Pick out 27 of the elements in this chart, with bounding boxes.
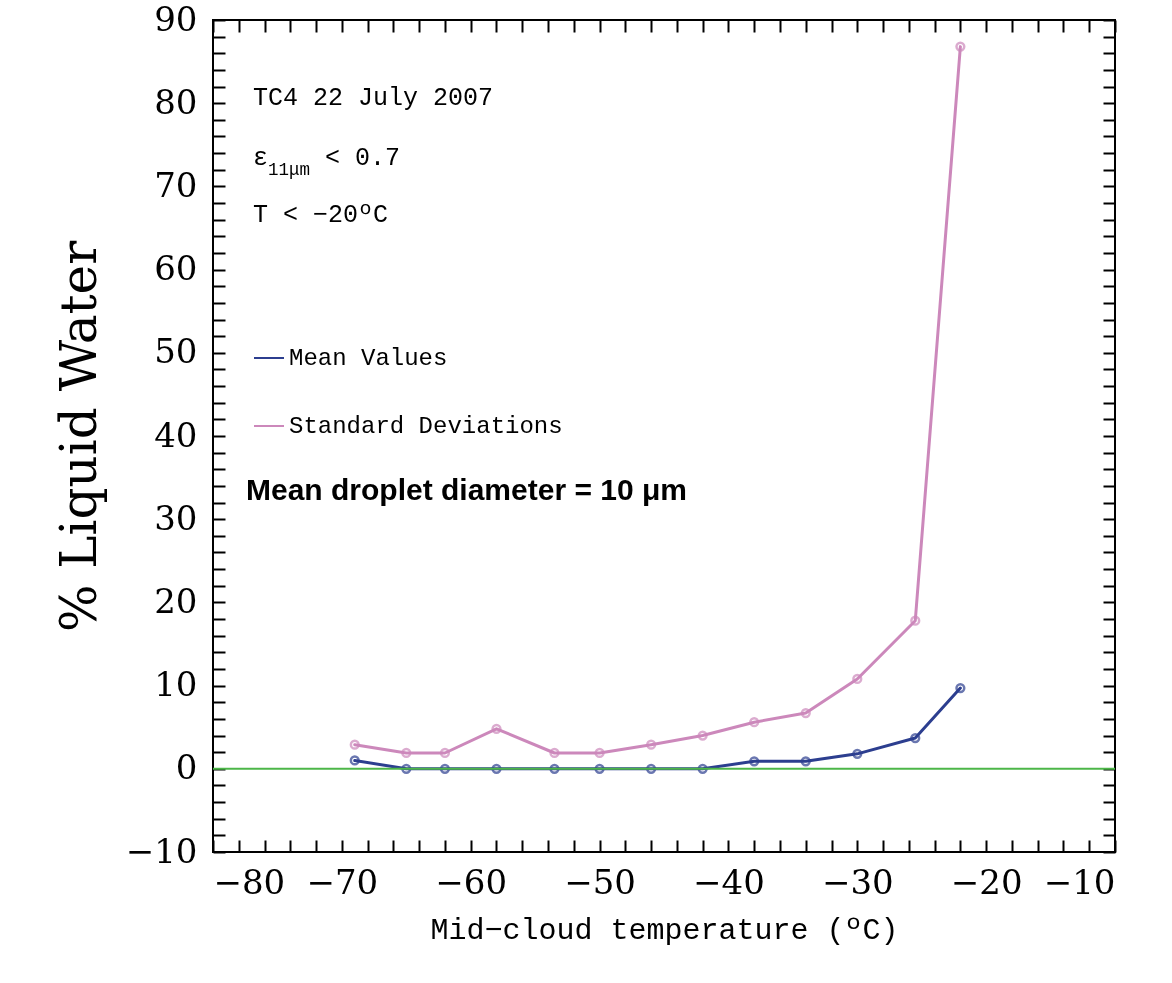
y-tick-label: 40 bbox=[154, 414, 198, 455]
annotation: ε$_{11μm}$ < 0.7 bbox=[253, 144, 401, 180]
y-axis-title: % Liquid Water bbox=[49, 240, 108, 633]
annotation: T < −20ºC bbox=[253, 201, 389, 230]
y-tick-label: 90 bbox=[154, 0, 198, 39]
legend-label: Mean Values bbox=[289, 345, 448, 372]
y-tick-label: 80 bbox=[154, 81, 198, 122]
x-tick-label: −20 bbox=[950, 861, 1023, 902]
x-tick-label: −40 bbox=[693, 861, 765, 902]
y-tick-label: 60 bbox=[154, 248, 198, 289]
x-tick-label: −80 bbox=[213, 861, 286, 902]
legend-label: Standard Deviations bbox=[289, 413, 563, 440]
x-tick-label: −50 bbox=[564, 861, 636, 902]
y-tick-label: 20 bbox=[154, 580, 198, 621]
annotation: TC4 22 July 2007 bbox=[253, 84, 494, 113]
y-tick-label: 70 bbox=[154, 164, 198, 205]
x-tick-label: −60 bbox=[435, 861, 508, 902]
x-tick-label: −70 bbox=[306, 861, 379, 902]
y-tick-label: 30 bbox=[154, 497, 198, 538]
x-axis-title: Mid−cloud temperature (ºC) bbox=[430, 913, 899, 948]
x-tick-label: −30 bbox=[821, 861, 894, 902]
y-tick-label: −10 bbox=[125, 830, 198, 871]
y-tick-label: 0 bbox=[175, 747, 198, 788]
annotation: Mean droplet diameter = 10 μm bbox=[246, 473, 687, 506]
y-tick-label: 50 bbox=[154, 331, 198, 372]
y-tick-label: 10 bbox=[154, 664, 198, 705]
x-tick-label: −10 bbox=[1043, 861, 1116, 902]
